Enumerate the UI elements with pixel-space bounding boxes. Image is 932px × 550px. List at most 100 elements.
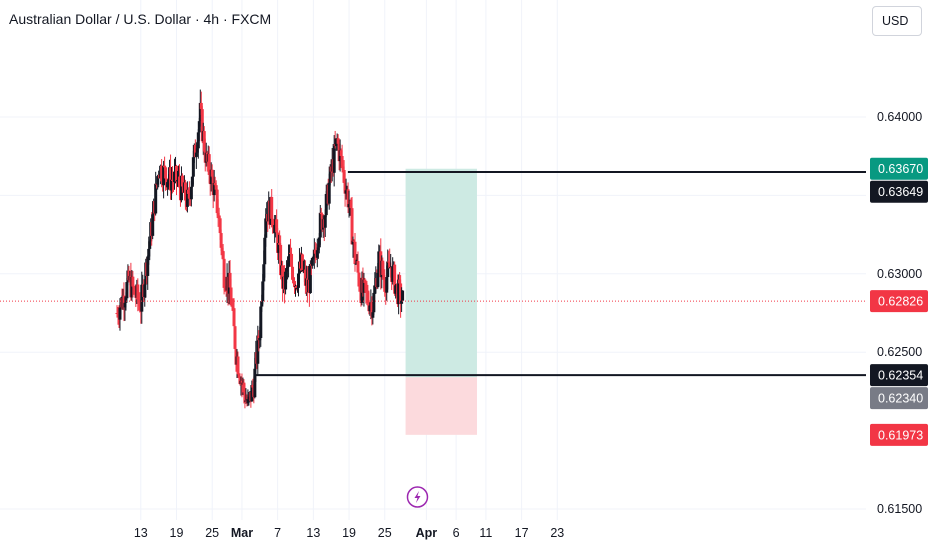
price-tag-bg [870,157,928,180]
candle-body [219,233,223,248]
candle-body [207,154,211,175]
time-tick-label: 17 [515,526,529,540]
level-lines[interactable] [0,171,866,377]
candle-body [236,356,240,375]
candle-body [247,396,251,400]
candle-body [220,247,224,251]
candle-body [253,368,257,398]
candle-body [183,182,187,201]
candle-body [124,298,128,303]
candle-body [151,214,155,236]
candle-body [383,279,387,292]
candle-body [370,302,374,318]
candle-body [264,218,268,238]
candle-body [228,272,232,288]
candle-body [259,306,263,338]
candle-body [263,237,267,265]
position-zones [405,168,477,435]
candle-body [218,218,222,234]
candle-body [352,240,356,242]
candle-body [295,287,299,289]
candle-body [382,274,386,280]
candle-body [276,232,280,253]
time-tick-label: 19 [342,526,356,540]
price-tag-entry: 0.62340 [870,387,928,410]
price-tag-bg [870,290,928,313]
candle-body [317,237,321,248]
candle-body [319,212,323,215]
candle-body [310,258,314,266]
candle-body [334,138,338,146]
candle-body [340,156,344,167]
candle-body [209,169,213,185]
candle-body [185,189,189,207]
candle-body [257,335,261,341]
candle-body [393,264,397,294]
candle-body [133,287,137,295]
candle-body [289,252,293,254]
price-tick-label: 0.64000 [877,110,922,124]
candle-body [328,166,332,183]
candle-body [342,170,346,183]
candle-body [169,167,173,191]
candle-body [171,179,175,181]
currency-button[interactable]: USD [872,6,922,36]
time-tick-label: 6 [453,526,460,540]
time-tick-label: Apr [416,526,438,540]
candle-body [246,399,250,404]
candle-body [347,204,351,208]
candle-body [250,385,254,402]
candle-body [376,272,380,288]
candle-body [300,254,304,271]
price-tag-bg [870,364,928,387]
candle-body [344,190,348,194]
candle-body [277,242,281,253]
stop-zone [405,377,477,435]
candle-body [243,392,247,403]
candle-body [210,169,214,177]
candle-body [232,308,236,327]
price-tag-bg [870,180,928,203]
candle-body [323,215,327,228]
candle-body [148,241,152,249]
candle-body [251,385,255,388]
candle-body [373,285,377,293]
price-tag-label: 0.63670 [878,162,923,176]
candle-body [230,305,234,307]
candle-body [381,260,385,275]
price-tag-label: 0.62340 [878,392,923,406]
candle-body [160,165,164,182]
candle-body [194,152,198,157]
time-axis[interactable]: 13 19 25 Mar 7 13 19 25 Apr 6 11 17 23 [134,526,564,540]
price-tag-bg [870,423,928,446]
candle-body [294,286,298,289]
candle-body [357,272,361,287]
candle-body [332,144,336,173]
price-tag-label: 0.61973 [878,428,923,442]
candle-body [146,256,150,276]
candle-body [140,284,144,312]
candle-body [170,179,174,191]
candle-body [293,281,297,288]
price-tag-level: 0.62354 [870,364,928,387]
price-tag-label: 0.62826 [878,295,923,309]
candle-body [221,250,225,259]
price-tag-current: 0.62826 [870,290,928,313]
candle-body [287,256,291,267]
candle-body [217,215,221,219]
candle-body [386,261,390,278]
candle-body [177,176,181,188]
candle-body [286,266,290,269]
event-marker[interactable] [406,486,429,508]
candle-body [195,148,199,153]
candle-body [371,312,375,318]
candle-body [202,131,206,152]
candle-body [399,283,403,304]
candle-body [285,268,289,272]
price-tags: 0.63670 0.63649 0.62826 0.62354 0.62340 0.619… [870,157,928,446]
candle-body [213,183,217,186]
time-tick-label: 25 [205,526,219,540]
candle-body [358,286,362,292]
candle-body [362,279,366,293]
